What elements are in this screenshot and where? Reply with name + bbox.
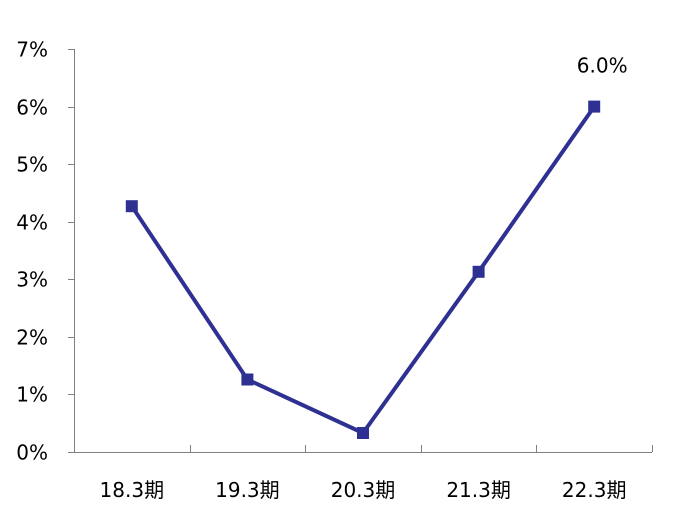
- data-label: 6.0%: [577, 54, 628, 78]
- x-tick-label: 18.3期: [100, 478, 165, 502]
- data-point-marker: [588, 100, 601, 113]
- y-tick-label: 0%: [16, 441, 48, 465]
- y-tick-label: 2%: [16, 326, 48, 350]
- y-tick-label: 1%: [16, 383, 48, 407]
- data-point-marker: [357, 427, 369, 439]
- x-ticks: 18.3期 19.3期 20.3期 21.3期 22.3期: [74, 445, 653, 502]
- data-point-marker: [472, 265, 485, 278]
- x-tick-label: 20.3期: [331, 478, 396, 502]
- series-line: [130, 105, 596, 435]
- data-point-marker: [125, 200, 138, 213]
- x-tick-label: 19.3期: [215, 478, 280, 502]
- y-tick-label: 3%: [16, 268, 48, 292]
- series: [125, 100, 601, 439]
- y-ticks: 0% 1% 2% 3% 4% 5% 6% 7%: [16, 38, 74, 465]
- axes: [74, 49, 652, 453]
- y-tick-label: 7%: [16, 38, 48, 62]
- y-tick-label: 6%: [16, 96, 48, 120]
- y-tick-label: 4%: [16, 211, 48, 235]
- x-tick-label: 22.3期: [562, 478, 627, 502]
- x-tick-label: 21.3期: [446, 478, 511, 502]
- data-labels: 6.0%: [577, 54, 628, 78]
- data-point-marker: [241, 373, 254, 386]
- y-tick-label: 5%: [16, 153, 48, 177]
